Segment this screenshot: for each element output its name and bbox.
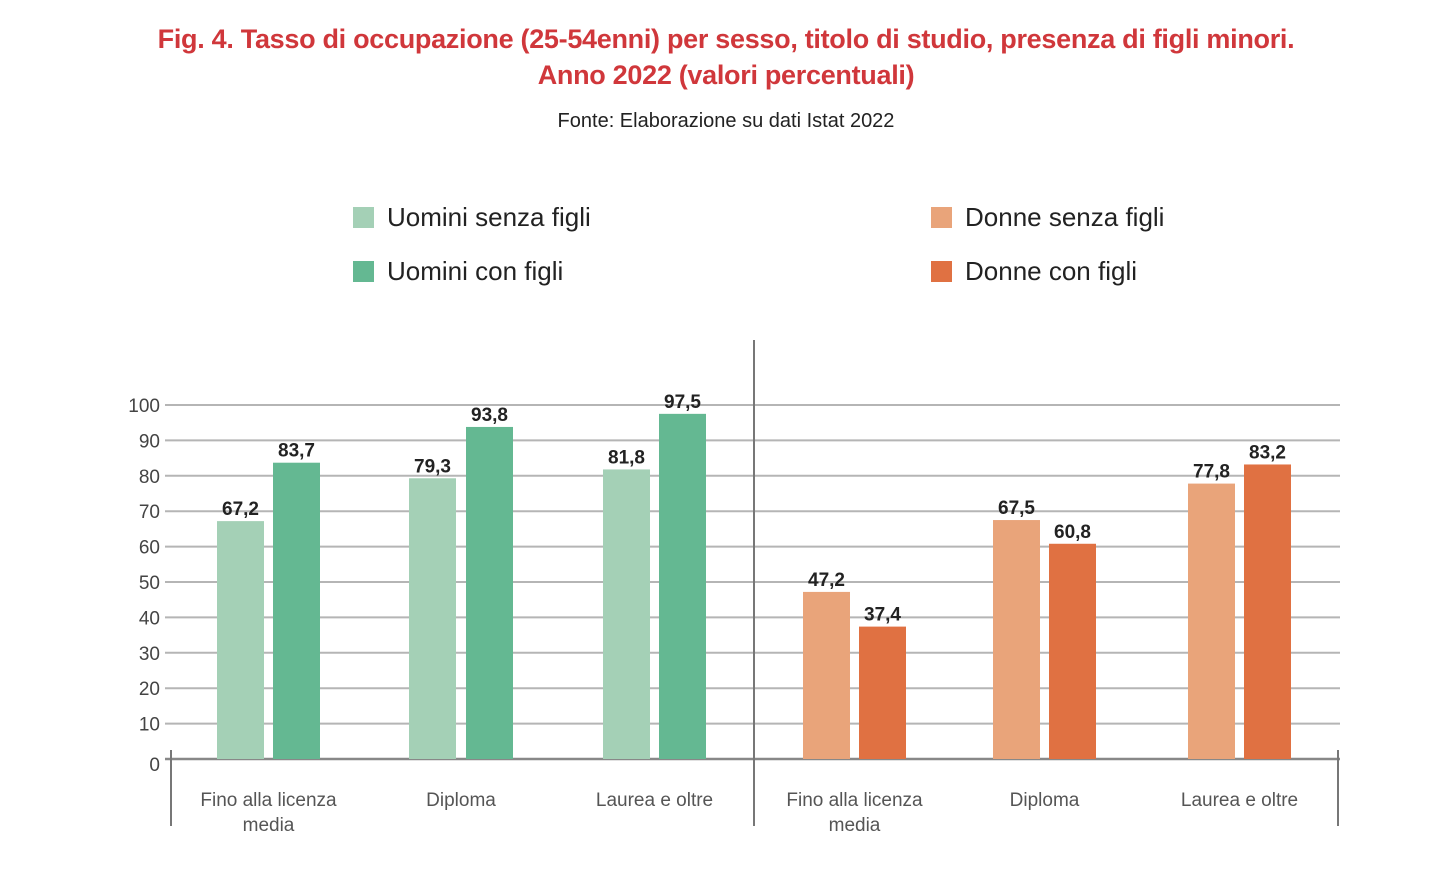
chart-source: Fonte: Elaborazione su dati Istat 2022 [557,110,895,132]
y-tick-label: 50 [139,573,160,594]
bar-donne-senza-figli [993,520,1040,759]
bar-uomini-senza-figli [217,521,264,759]
bar-donne-con-figli [859,626,906,759]
legend-swatch [353,207,374,228]
bar-uomini-senza-figli [409,478,456,759]
bar-donne-senza-figli [803,591,850,759]
legend-label: Donne senza figli [965,202,1165,232]
legend-swatch [353,261,374,282]
data-label: 81,8 [608,447,645,468]
x-category-label: media [243,815,295,836]
x-category-label: Diploma [426,790,496,811]
data-label: 67,2 [222,499,259,520]
data-label: 37,4 [864,605,901,626]
bar-donne-con-figli [1049,543,1096,759]
data-label: 83,2 [1249,442,1286,463]
x-category-label: Laurea e oltre [1181,790,1298,811]
y-tick-label: 30 [139,644,160,665]
data-label: 77,8 [1193,462,1230,483]
bar-donne-senza-figli [1188,483,1235,759]
bar-donne-con-figli [1244,464,1291,759]
data-label: 60,8 [1054,522,1091,543]
data-label: 83,7 [278,441,315,462]
legend-swatch [931,207,952,228]
data-label: 79,3 [414,456,451,477]
legend-label: Uomini senza figli [387,202,591,232]
bar-uomini-con-figli [466,426,513,759]
y-tick-label: 60 [139,538,160,559]
legend-uomini-con-figli: Uomini con figli [353,256,563,287]
data-label: 67,5 [998,498,1035,519]
legend-swatch [931,261,952,282]
y-tick-label: 100 [128,396,160,417]
legend-label: Donne con figli [965,256,1137,286]
chart-title-line-2: Anno 2022 (valori percentuali) [537,60,915,90]
x-category-label: Diploma [1010,790,1080,811]
bar-uomini-senza-figli [603,469,650,759]
x-category-label: Fino alla licenza [200,790,337,811]
data-label: 47,2 [808,570,845,591]
legend-donne-con-figli: Donne con figli [931,256,1137,287]
chart-title-line-1: Fig. 4. Tasso di occupazione (25-54enni)… [157,24,1295,54]
bar-uomini-con-figli [659,413,706,759]
legend-label: Uomini con figli [387,256,564,286]
x-category-label: Laurea e oltre [596,790,713,811]
y-tick-label: 90 [139,431,160,452]
legend-uomini-senza-figli: Uomini senza figli [353,202,591,233]
y-tick-label: 80 [139,467,160,488]
legend-donne-senza-figli: Donne senza figli [931,202,1164,233]
y-tick-label: 40 [139,608,160,629]
data-label: 97,5 [664,392,701,413]
y-tick-label: 20 [139,679,160,700]
x-category-label: media [829,815,881,836]
x-category-label: Fino alla licenza [786,790,923,811]
bar-uomini-con-figli [273,462,320,759]
data-label: 93,8 [471,405,508,426]
y-tick-label: 0 [149,755,160,776]
y-tick-label: 10 [139,715,160,736]
y-tick-label: 70 [139,502,160,523]
